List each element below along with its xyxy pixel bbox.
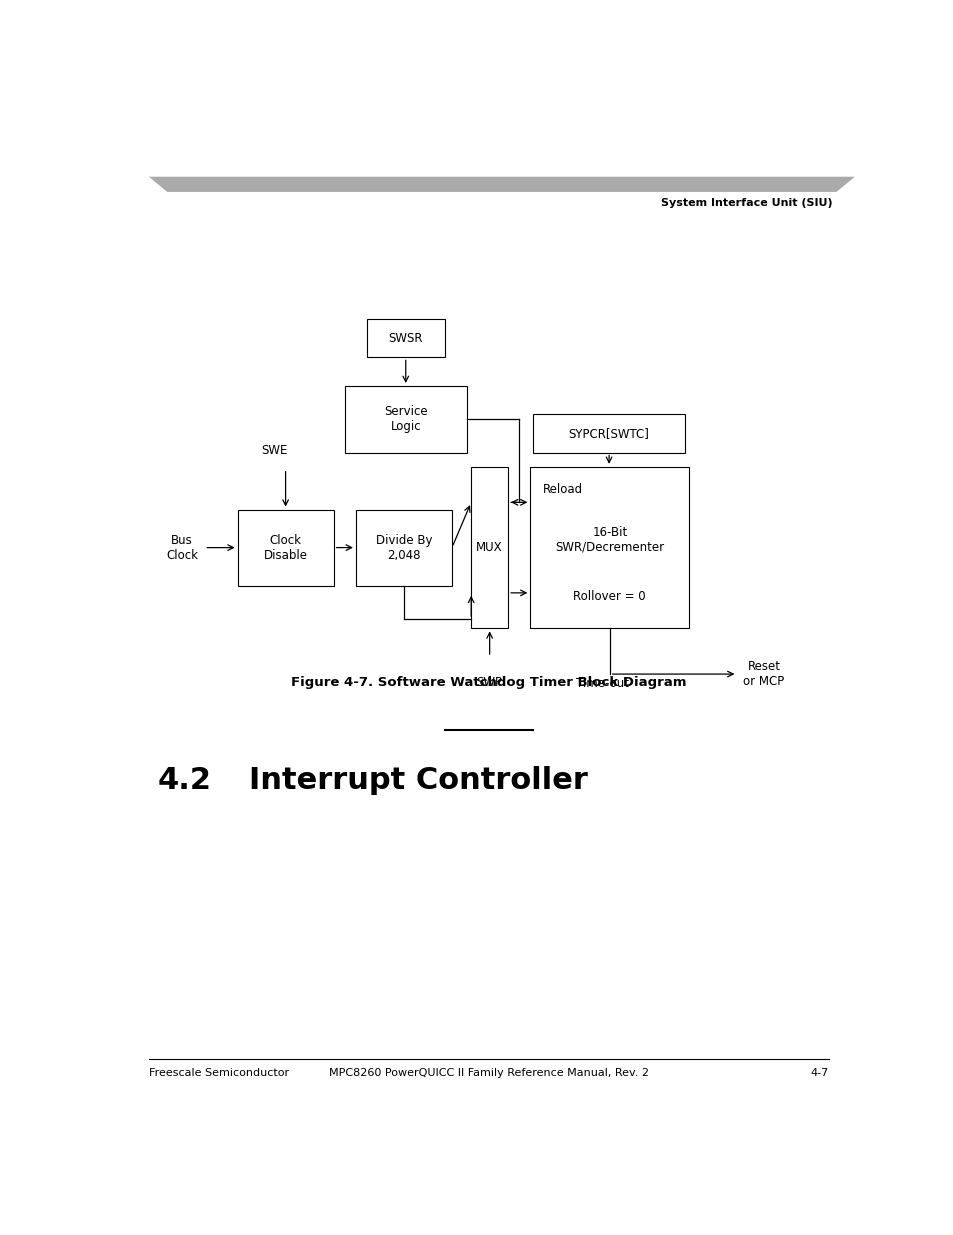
Text: Time-out: Time-out (576, 677, 628, 690)
Bar (237, 510, 334, 585)
Bar (344, 387, 466, 452)
Text: Interrupt Controller: Interrupt Controller (249, 766, 587, 795)
Text: Bus
Clock: Bus Clock (166, 534, 198, 562)
Bar (530, 467, 689, 629)
Text: SWP: SWP (476, 676, 502, 689)
Text: Freescale Semiconductor: Freescale Semiconductor (149, 1068, 289, 1078)
Text: MPC8260 PowerQUICC II Family Reference Manual, Rev. 2: MPC8260 PowerQUICC II Family Reference M… (329, 1068, 648, 1078)
Bar (367, 320, 444, 357)
Bar (471, 467, 508, 629)
Text: Service
Logic: Service Logic (383, 405, 427, 433)
Text: SWE: SWE (261, 445, 288, 457)
Text: Figure 4-7. Software Watchdog Timer Block Diagram: Figure 4-7. Software Watchdog Timer Bloc… (291, 676, 686, 689)
Text: Divide By
2,048: Divide By 2,048 (375, 534, 432, 562)
Text: Rollover = 0: Rollover = 0 (573, 589, 645, 603)
Polygon shape (149, 177, 854, 191)
Text: Clock
Disable: Clock Disable (263, 534, 307, 562)
Text: 4-7: 4-7 (810, 1068, 828, 1078)
Bar (533, 415, 684, 452)
Text: 16-Bit
SWR/Decrementer: 16-Bit SWR/Decrementer (555, 526, 663, 553)
Text: SWSR: SWSR (388, 332, 422, 345)
Text: Reset
or MCP: Reset or MCP (742, 659, 783, 688)
Text: System Interface Unit (SIU): System Interface Unit (SIU) (660, 198, 832, 207)
Bar (355, 510, 452, 585)
Text: Reload: Reload (542, 483, 582, 496)
Text: SYPCR[SWTC]: SYPCR[SWTC] (568, 427, 649, 440)
Text: 4.2: 4.2 (157, 766, 212, 795)
Text: MUX: MUX (476, 541, 502, 555)
